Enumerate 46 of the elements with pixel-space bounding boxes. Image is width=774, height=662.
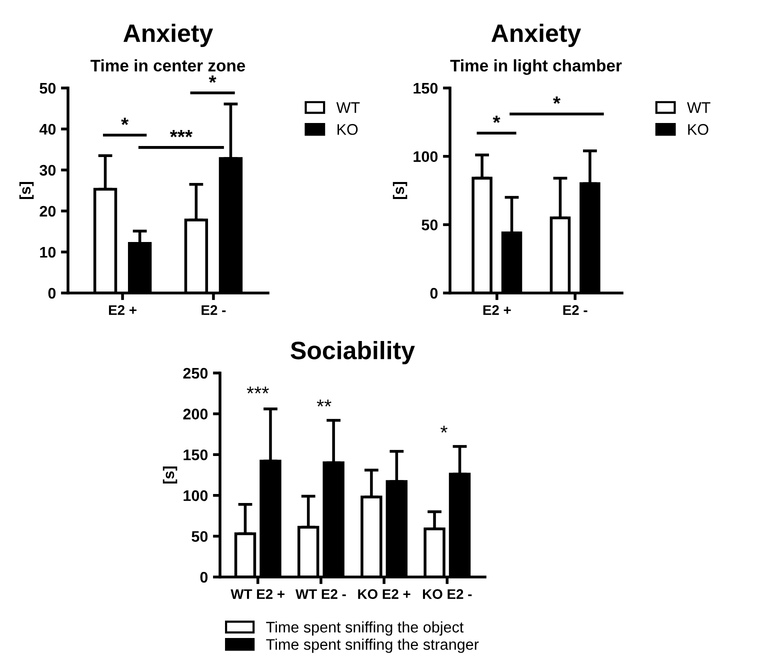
legend-label: KO	[688, 124, 708, 135]
x-tick-label: WT E2 -	[296, 589, 346, 599]
y-tick-label: 100	[414, 151, 438, 162]
legend-label: WT	[687, 102, 710, 113]
y-tick-label: 30	[40, 164, 56, 176]
y-tick-label: 250	[183, 368, 208, 379]
x-tick-label: E2 +	[483, 305, 511, 315]
legend-label: Time spent sniffing the object	[266, 621, 464, 636]
chart-title: Anxiety	[491, 24, 582, 47]
y-tick-label: 150	[184, 449, 208, 460]
annotation: ***	[246, 386, 269, 394]
annotation: ***	[170, 130, 193, 138]
annotation: *	[121, 118, 129, 125]
x-tick-label: KO E2 -	[422, 589, 472, 600]
legend-label: Time spent sniffing the stranger	[266, 638, 479, 653]
x-tick-label: WT E2 +	[230, 589, 284, 599]
y-tick-label: 20	[40, 206, 56, 217]
y-tick-label: 10	[40, 246, 56, 258]
y-tick-label: 0	[48, 288, 56, 299]
legend-label: WT	[336, 102, 360, 113]
y-tick-label: 100	[184, 490, 208, 502]
legend-label: KO	[338, 124, 358, 135]
y-axis-title: [s]	[392, 182, 408, 199]
y-tick-label: 0	[200, 572, 208, 583]
y-tick-label: 50	[422, 220, 438, 230]
annotation: *	[440, 426, 448, 433]
y-tick-label: 200	[183, 408, 208, 420]
chart-title: Sociability	[290, 340, 415, 364]
y-tick-label: 50	[40, 82, 56, 94]
x-tick-label: E2 -	[563, 305, 588, 315]
annotation: *	[552, 96, 560, 104]
annotation: **	[316, 400, 332, 406]
x-tick-label: KO E2 +	[358, 589, 410, 600]
chart-subtitle: Time in center zone	[90, 59, 246, 72]
x-tick-label: E2 -	[202, 305, 226, 315]
chart-title: Anxiety	[123, 24, 214, 47]
y-tick-label: 150	[414, 82, 438, 94]
y-axis-title: [s]	[19, 182, 34, 199]
annotation: *	[492, 116, 500, 123]
y-tick-label: 40	[39, 124, 56, 135]
y-tick-label: 0	[430, 288, 438, 299]
y-tick-label: 50	[192, 531, 208, 542]
chart-subtitle: Time in light chamber	[450, 59, 622, 75]
x-tick-label: E2 +	[108, 305, 136, 315]
text: *	[208, 76, 216, 83]
y-axis-title: [s]	[162, 466, 178, 484]
